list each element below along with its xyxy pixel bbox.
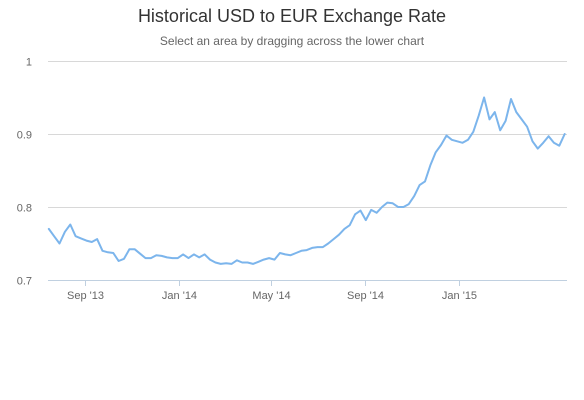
y-tick-label: 0.9 <box>17 130 32 142</box>
y-tick-label: 0.8 <box>17 203 32 215</box>
x-tick-label: Sep '13 <box>67 290 104 302</box>
series-line[interactable] <box>47 96 566 265</box>
y-tick-label: 1 <box>26 57 32 69</box>
x-tick-label: Jan '15 <box>442 290 477 302</box>
x-axis-labels: Sep '13 Jan '14 May '14 Sep '14 Jan '15 <box>67 290 477 302</box>
x-tick-label: May '14 <box>252 290 290 302</box>
y-axis-labels: 0.7 0.8 0.9 1 <box>17 57 32 288</box>
x-tick-label: Jan '14 <box>162 290 197 302</box>
series-layer <box>47 96 566 265</box>
grid-lines <box>48 61 567 281</box>
x-tick-label: Sep '14 <box>347 290 384 302</box>
chart-subtitle: Select an area by dragging across the lo… <box>159 34 425 48</box>
x-axis <box>48 280 567 286</box>
y-tick-label: 0.7 <box>17 276 32 288</box>
chart-title: Historical USD to EUR Exchange Rate <box>137 6 447 26</box>
